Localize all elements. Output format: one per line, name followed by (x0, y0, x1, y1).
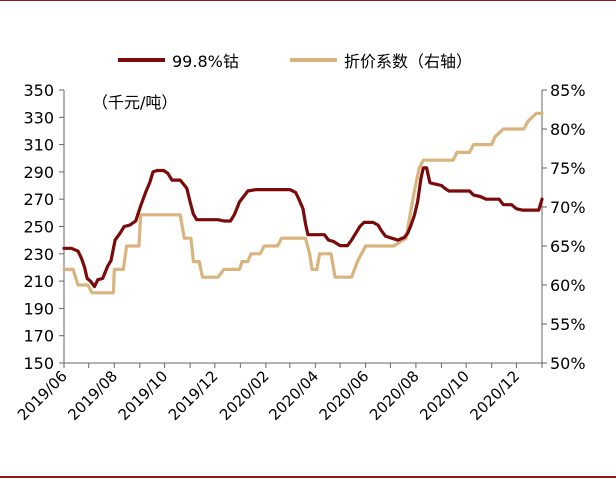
bottom-border (0, 476, 616, 478)
right-y-ticks: 50% 55% 60% 65% 70% 75% 80% 85% (542, 81, 586, 373)
legend: 99.8%钴 折价系数（右轴） (118, 52, 472, 71)
left-y-tick-label: 190 (23, 299, 54, 318)
left-y-tick-label: 330 (23, 108, 54, 127)
right-y-tick-label: 50% (550, 354, 586, 373)
right-y-tick-label: 55% (550, 315, 586, 334)
right-y-tick-label: 70% (550, 198, 586, 217)
x-tick-label: 2019/10 (115, 367, 172, 424)
x-ticks: 2019/062019/082019/102019/122020/022020/… (14, 363, 543, 424)
right-y-tick-label: 65% (550, 237, 586, 256)
top-border (0, 0, 616, 1)
x-tick-label: 2019/06 (14, 367, 71, 424)
legend-item-discount: 折价系数（右轴） (290, 52, 472, 71)
left-y-tick-label: 170 (23, 327, 54, 346)
x-tick-label: 2020/08 (366, 367, 423, 424)
x-tick-label: 2020/06 (316, 367, 373, 424)
left-y-tick-label: 150 (23, 354, 54, 373)
unit-label: （千元/吨） (92, 93, 177, 112)
legend-label-discount: 折价系数（右轴） (344, 52, 472, 71)
series-line-discount (62, 111, 544, 295)
x-tick-label: 2019/08 (64, 367, 121, 424)
series-line-cobalt (62, 166, 544, 289)
x-tick-label: 2019/12 (165, 367, 222, 424)
right-y-tick-label: 80% (550, 120, 586, 139)
series-layer (62, 111, 544, 295)
right-y-tick-label: 75% (550, 159, 586, 178)
left-y-tick-label: 350 (23, 81, 54, 100)
x-tick-label: 2020/02 (216, 367, 273, 424)
x-tick-label: 2020/04 (265, 367, 322, 424)
right-y-tick-label: 85% (550, 81, 586, 100)
right-y-tick-label: 60% (550, 276, 586, 295)
left-y-tick-label: 250 (23, 218, 54, 237)
x-tick-label: 2020/12 (466, 367, 523, 424)
legend-label-cobalt: 99.8%钴 (172, 52, 239, 71)
left-y-tick-label: 310 (23, 136, 54, 155)
left-y-tick-label: 230 (23, 245, 54, 264)
x-tick-label: 2020/10 (416, 367, 473, 424)
left-y-tick-label: 290 (23, 163, 54, 182)
left-y-tick-label: 270 (23, 190, 54, 209)
left-y-ticks: 150 170 190 210 230 250 270 290 310 330 350 (23, 81, 64, 373)
left-y-tick-label: 210 (23, 272, 54, 291)
legend-item-cobalt: 99.8%钴 (118, 52, 239, 71)
